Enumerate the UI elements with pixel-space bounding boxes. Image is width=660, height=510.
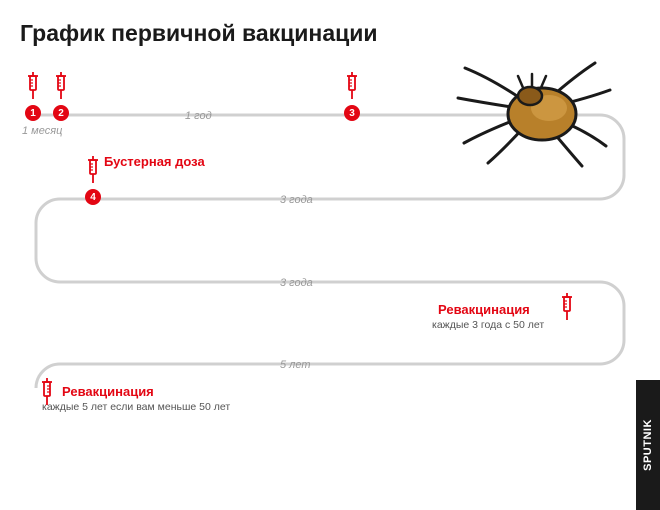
- callout-title: Ревакцинация: [62, 384, 154, 399]
- callout-title: Бустерная доза: [104, 154, 205, 169]
- tick-illustration: [450, 48, 620, 168]
- callout-sub: каждые 5 лет если вам меньше 50 лет: [42, 401, 230, 413]
- callout-title: Ревакцинация: [438, 302, 530, 317]
- syringe-icon: [345, 72, 359, 100]
- dose-marker-1: 1: [25, 105, 41, 121]
- brand-bar: SPUTNIK: [636, 380, 660, 510]
- period-label: 5 лет: [280, 359, 311, 371]
- dose-marker-2: 2: [53, 105, 69, 121]
- period-label: 3 года: [280, 277, 313, 289]
- period-label: 3 года: [280, 194, 313, 206]
- syringe-icon: [40, 378, 54, 406]
- period-label: 1 месяц: [22, 125, 62, 137]
- dose-marker-4: 4: [85, 189, 101, 205]
- brand-label: SPUTNIK: [642, 419, 654, 471]
- dose-marker-3: 3: [344, 105, 360, 121]
- period-label: 1 год: [185, 110, 212, 122]
- page-title: График первичной вакцинации: [20, 20, 640, 47]
- syringe-icon: [560, 293, 574, 321]
- syringe-icon: [86, 156, 100, 184]
- syringe-icon: [54, 72, 68, 100]
- syringe-icon: [26, 72, 40, 100]
- callout-sub: каждые 3 года с 50 лет: [432, 319, 544, 331]
